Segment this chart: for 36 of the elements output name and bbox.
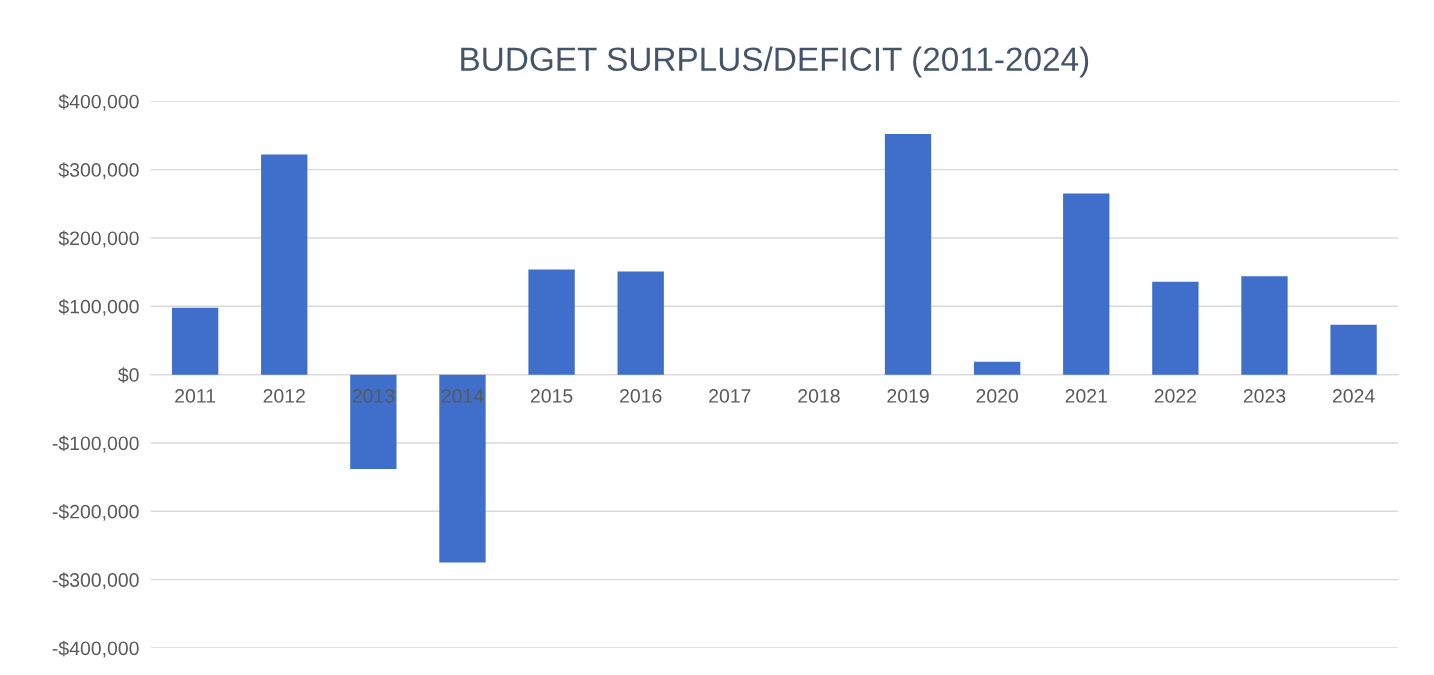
x-tick-label: 2014: [441, 389, 484, 403]
x-tick-label: 2022: [1154, 389, 1197, 403]
bar: [350, 374, 397, 469]
bar: [171, 307, 219, 375]
y-tick-label: -$200,000: [52, 503, 139, 521]
chart-title: BUDGET SURPLUS/DEFICIT (2011-2024): [461, 46, 1089, 78]
x-tick-label: 2015: [530, 389, 573, 403]
x-tick-label: 2023: [1243, 389, 1286, 403]
y-tick-label: $400,000: [58, 93, 139, 111]
x-tick-label: 2024: [1332, 389, 1375, 403]
bar: [617, 271, 664, 375]
x-tick-label: 2019: [887, 389, 929, 403]
x-tick-label: 2013: [352, 389, 395, 403]
bar: [884, 134, 932, 375]
y-tick-label: $200,000: [58, 230, 139, 248]
x-tick-label: 2016: [620, 389, 662, 403]
y-tick-label: $0: [118, 367, 139, 384]
x-tick-label: 2011: [175, 389, 216, 403]
y-tick-label: -$300,000: [52, 572, 139, 590]
y-tick-label: -$400,000: [52, 640, 139, 658]
x-tick-label: 2020: [976, 389, 1019, 403]
y-tick-label: $300,000: [58, 162, 139, 180]
bar: [261, 154, 308, 375]
bar: [1152, 281, 1199, 375]
bar: [439, 374, 486, 563]
y-tick-label: $100,000: [58, 298, 139, 316]
bar: [1241, 276, 1288, 375]
bar: [973, 361, 1021, 375]
y-tick-label: -$100,000: [52, 435, 139, 453]
bar: [528, 269, 575, 375]
x-tick-label: 2021: [1065, 389, 1107, 403]
x-tick-label: 2012: [263, 389, 305, 403]
x-tick-label: 2017: [709, 389, 751, 403]
x-tick-label: 2018: [798, 389, 840, 403]
bar: [1330, 324, 1377, 375]
bar: [1063, 193, 1110, 375]
